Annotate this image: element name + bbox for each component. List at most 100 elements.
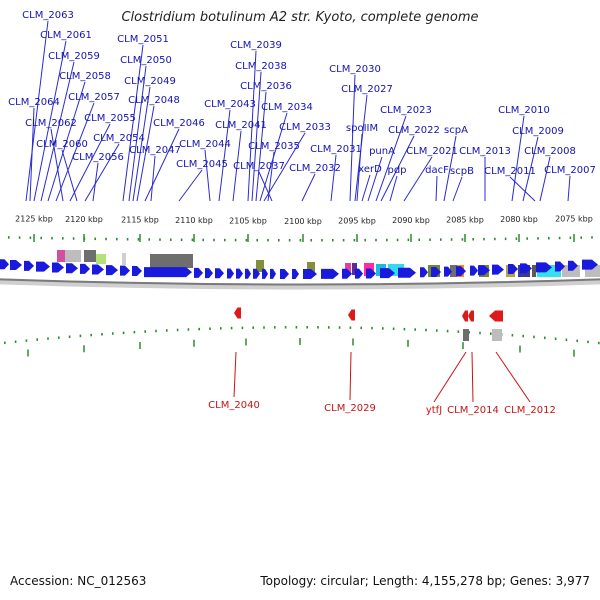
connector-clm-2059 bbox=[40, 61, 75, 202]
connector-clm-2022 bbox=[380, 135, 415, 202]
reverse-minor-tick bbox=[144, 330, 146, 333]
gene-label-clm-2045: CLM_2045 bbox=[176, 159, 228, 170]
kbp-minor-tick bbox=[353, 238, 356, 242]
reverse-minor-tick bbox=[576, 339, 578, 343]
connector-dacf bbox=[435, 175, 438, 202]
reverse-minor-tick bbox=[79, 334, 82, 338]
gene-label-clm-2036: CLM_2036 bbox=[240, 81, 292, 92]
kbp-tick-label-2080-kbp: 2080 kbp bbox=[500, 215, 538, 224]
forward-gene-arrow bbox=[492, 264, 504, 275]
connector-clm-2061 bbox=[33, 40, 67, 202]
kbp-minor-tick bbox=[472, 238, 474, 241]
reverse-minor-tick bbox=[598, 341, 600, 345]
gene-label-clm-2032: CLM_2032 bbox=[289, 163, 341, 174]
forward-gene-arrow bbox=[555, 261, 565, 272]
reverse-minor-tick bbox=[209, 327, 211, 330]
forward-gene-arrow bbox=[106, 265, 118, 276]
forward-gene-arrow bbox=[280, 268, 289, 279]
reverse-minor-tick bbox=[220, 327, 222, 330]
connector-clm-2009 bbox=[522, 136, 539, 202]
feature-block bbox=[256, 260, 264, 272]
kbp-minor-tick bbox=[580, 236, 582, 239]
gene-label-clm-2033: CLM_2033 bbox=[279, 122, 331, 133]
gene-label-clm-2014: CLM_2014 bbox=[447, 405, 499, 416]
forward-label-connectors bbox=[25, 20, 571, 202]
gene-label-clm-2011: CLM_2011 bbox=[484, 166, 536, 177]
kbp-minor-tick bbox=[321, 238, 323, 242]
gene-label-clm-2030: CLM_2030 bbox=[329, 64, 381, 75]
kbp-minor-tick bbox=[159, 238, 161, 241]
forward-gene-arrow bbox=[144, 267, 192, 278]
reverse-strand-scale bbox=[4, 326, 600, 357]
reverse-minor-tick bbox=[252, 326, 254, 329]
connector-scpa bbox=[443, 135, 457, 202]
connector-clm-2035 bbox=[267, 151, 275, 202]
reverse-minor-tick bbox=[166, 329, 168, 332]
gene-label-pdp: pdp bbox=[387, 165, 406, 176]
feature-block bbox=[96, 254, 106, 264]
reverse-minor-tick bbox=[479, 331, 481, 335]
gene-label-clm-2034: CLM_2034 bbox=[261, 102, 313, 113]
connector-clm-2033 bbox=[263, 132, 306, 202]
forward-gene-arrow bbox=[245, 268, 251, 279]
feature-block bbox=[352, 263, 357, 275]
reverse-minor-tick bbox=[122, 331, 125, 335]
reverse-minor-tick bbox=[263, 326, 265, 329]
reverse-minor-tick bbox=[306, 326, 308, 329]
gene-label-clm-2008: CLM_2008 bbox=[524, 146, 576, 157]
forward-gene-arrow bbox=[227, 268, 234, 279]
kbp-minor-tick bbox=[288, 238, 291, 242]
gene-label-clm-2013: CLM_2013 bbox=[459, 146, 511, 157]
feature-block bbox=[65, 250, 81, 262]
reverse-minor-tick bbox=[371, 326, 373, 330]
gene-label-clm-2027: CLM_2027 bbox=[341, 84, 393, 95]
connector-xerd bbox=[361, 174, 371, 202]
reverse-minor-tick bbox=[36, 338, 38, 341]
kbp-minor-tick bbox=[148, 238, 150, 241]
kbp-minor-tick bbox=[137, 238, 140, 241]
forward-gene-arrow bbox=[270, 268, 276, 279]
feature-block bbox=[463, 329, 469, 341]
connector-clm-2029 bbox=[349, 351, 352, 401]
connector-clm-2051 bbox=[122, 44, 144, 202]
connector-clm-2008 bbox=[539, 156, 551, 202]
kbp-minor-tick bbox=[450, 238, 453, 241]
gene-label-clm-2010: CLM_2010 bbox=[498, 105, 550, 116]
reverse-gene-track bbox=[234, 307, 503, 322]
forward-gene-arrow bbox=[92, 264, 104, 275]
connector-clm-2063 bbox=[25, 20, 49, 202]
gene-label-clm-2056: CLM_2056 bbox=[72, 152, 124, 163]
kbp-minor-tick bbox=[234, 238, 237, 242]
forward-gene-arrow bbox=[10, 260, 22, 271]
gene-label-clm-2049: CLM_2049 bbox=[124, 76, 176, 87]
forward-gene-arrow bbox=[0, 259, 9, 270]
kbp-minor-tick bbox=[569, 236, 572, 240]
connector-clm-2038 bbox=[251, 71, 262, 202]
reverse-minor-tick bbox=[187, 328, 190, 331]
gene-label-clm-2058: CLM_2058 bbox=[59, 71, 111, 82]
kbp-tick-label-2085-kbp: 2085 kbp bbox=[446, 215, 484, 224]
forward-gene-arrow bbox=[262, 268, 268, 279]
genome-summary-text: Topology: circular; Length: 4,155,278 bp… bbox=[260, 574, 590, 588]
kbp-minor-tick bbox=[83, 237, 86, 240]
reverse-minor-tick bbox=[90, 333, 92, 337]
forward-gene-arrow bbox=[398, 267, 416, 278]
forward-gene-arrow bbox=[66, 263, 78, 274]
connector-clm-2007 bbox=[567, 175, 571, 202]
forward-gene-arrow bbox=[253, 268, 260, 279]
forward-gene-track bbox=[0, 259, 598, 279]
feature-block bbox=[307, 262, 315, 274]
connector-clm-2040 bbox=[233, 351, 237, 398]
reverse-minor-tick bbox=[14, 340, 17, 343]
kbp-minor-tick bbox=[364, 238, 366, 242]
kbp-minor-tick bbox=[396, 238, 399, 242]
connector-clm-2037 bbox=[258, 171, 273, 202]
connector-clm-2044 bbox=[204, 149, 211, 202]
reverse-minor-tick bbox=[457, 330, 460, 333]
kbp-minor-tick bbox=[126, 238, 129, 241]
reverse-minor-tick bbox=[295, 326, 298, 329]
reverse-minor-tick bbox=[436, 329, 438, 332]
gene-label-spoiim: spoIIM bbox=[346, 123, 378, 134]
kbp-minor-tick bbox=[483, 237, 485, 241]
kbp-minor-tick bbox=[105, 237, 107, 241]
